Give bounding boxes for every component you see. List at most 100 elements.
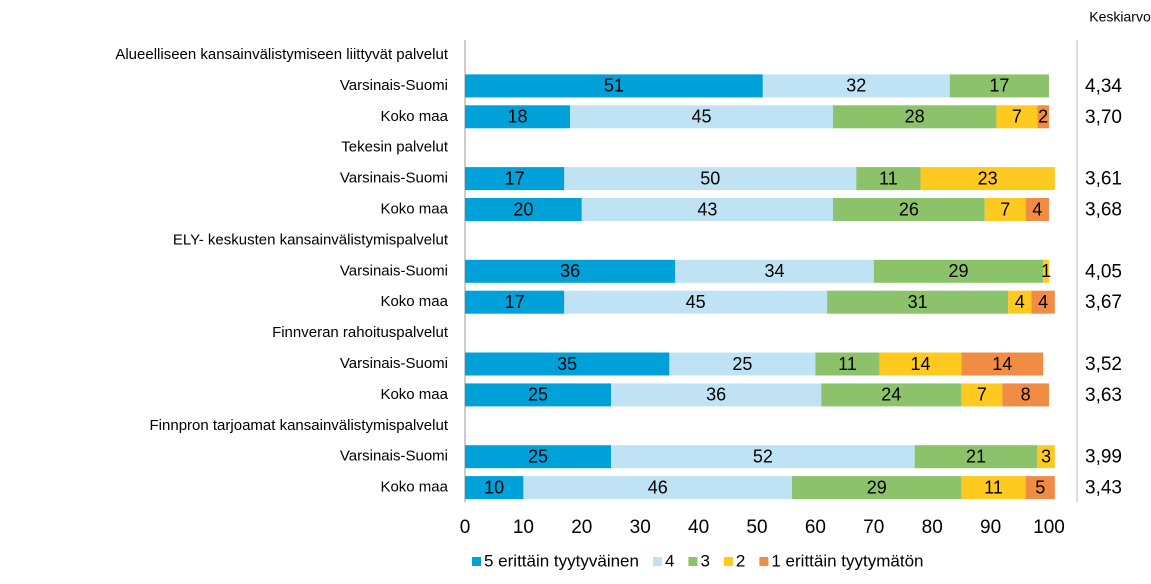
bar-segment [1037, 105, 1049, 129]
x-tick-label: 30 [630, 517, 651, 538]
x-tick-label: 100 [1033, 517, 1065, 538]
data-label: 7 [977, 385, 987, 405]
x-tick-label: 10 [513, 517, 534, 538]
bar-segment [879, 352, 962, 376]
x-tick-label: 70 [863, 517, 884, 538]
bar-segment [465, 198, 582, 221]
bar-segment [564, 167, 857, 191]
bar-segment [827, 290, 1009, 314]
average-title: Keskiarvo [1089, 9, 1151, 25]
average-label: 3,52 [1085, 354, 1122, 375]
legend-marker [472, 557, 481, 566]
data-label: 14 [992, 354, 1012, 374]
legend-label: 5 erittäin tyytyväinen [484, 551, 639, 570]
data-label: 4 [1038, 292, 1048, 312]
bar-segment [815, 352, 880, 376]
data-label: 45 [686, 292, 706, 312]
data-label: 50 [700, 168, 720, 188]
data-label: 18 [508, 107, 528, 127]
data-label: 29 [948, 261, 968, 281]
average-label: 4,34 [1085, 76, 1122, 97]
data-label: 25 [732, 354, 752, 374]
bar-segment [914, 445, 1038, 469]
bar-segment [961, 352, 1044, 376]
bar-segment [611, 383, 822, 407]
category-label: Koko maa [380, 108, 448, 125]
data-label: 17 [505, 292, 525, 312]
x-tick-label: 60 [805, 517, 826, 538]
data-label: 11 [984, 477, 1003, 497]
bar-segment [611, 445, 915, 469]
legend-marker [688, 557, 698, 566]
bar-segment [523, 476, 793, 500]
data-label: 14 [911, 354, 931, 374]
data-label: 52 [753, 446, 773, 466]
bar-segment [856, 167, 921, 191]
x-tick-label: 80 [922, 517, 943, 538]
bar-segment [581, 198, 833, 221]
data-label: 26 [899, 199, 919, 219]
category-label: Varsinais-Suomi [340, 170, 448, 187]
x-tick-label: 40 [688, 517, 709, 538]
data-label: 4 [1015, 292, 1025, 312]
x-tick-label: 0 [460, 517, 471, 538]
data-label: 17 [989, 76, 1009, 96]
bar-segment [465, 445, 611, 469]
legend-marker [759, 557, 769, 566]
data-label: 36 [560, 261, 580, 281]
average-label: 3,99 [1085, 447, 1122, 468]
bar-segment [465, 476, 524, 500]
legend-marker [652, 557, 662, 566]
average-label: 4,05 [1085, 261, 1122, 282]
data-label: 43 [697, 199, 717, 219]
bar-segment [669, 352, 816, 376]
data-label: 7 [1012, 107, 1022, 127]
bar-segment [1025, 198, 1049, 221]
data-label: 11 [879, 168, 898, 188]
data-label: 10 [484, 477, 504, 497]
data-label: 46 [648, 477, 668, 497]
category-label: Koko maa [380, 200, 448, 217]
data-label: 24 [881, 385, 901, 405]
x-tick-label: 50 [746, 517, 767, 538]
category-label: Varsinais-Suomi [340, 355, 448, 372]
data-label: 3 [1041, 446, 1051, 466]
data-label: 25 [528, 385, 548, 405]
category-label: Tekesin palvelut [341, 139, 449, 156]
bar-segment [564, 290, 828, 314]
data-label: 25 [528, 446, 548, 466]
category-label: Varsinais-Suomi [340, 77, 448, 94]
bar-segment [675, 259, 874, 283]
bar-segment [873, 259, 1044, 283]
bar-segment [465, 74, 763, 98]
data-label: 7 [1000, 199, 1010, 219]
data-label: 31 [908, 292, 928, 312]
average-label: 3,70 [1085, 107, 1122, 128]
bar-segment [762, 74, 950, 98]
bar-segment [1043, 259, 1049, 283]
bar-segment [961, 383, 1003, 407]
data-label: 28 [905, 107, 925, 127]
bar-segment [1002, 383, 1049, 407]
data-label: 34 [765, 261, 785, 281]
category-label: Varsinais-Suomi [340, 262, 448, 279]
bar-segment [961, 476, 1026, 500]
bar-segment [920, 167, 1055, 191]
bar-segment [792, 476, 962, 500]
data-label: 45 [692, 107, 712, 127]
data-label: 5 [1035, 477, 1045, 497]
data-label: 4 [1032, 199, 1042, 219]
bar-segment [465, 290, 565, 314]
legend-label: 1 erittäin tyytymätön [771, 551, 923, 570]
bar-segment [1008, 290, 1032, 314]
bar-segment [465, 167, 565, 191]
average-label: 3,61 [1085, 169, 1122, 190]
bar-segment [821, 383, 962, 407]
data-label: 20 [513, 199, 533, 219]
bar-segment [570, 105, 833, 129]
bar-segment [1031, 290, 1055, 314]
category-label: Finnpron tarjoamat kansainvälistymispalv… [150, 417, 449, 434]
bar-segment [832, 198, 985, 221]
average-label: 3,67 [1085, 292, 1122, 313]
